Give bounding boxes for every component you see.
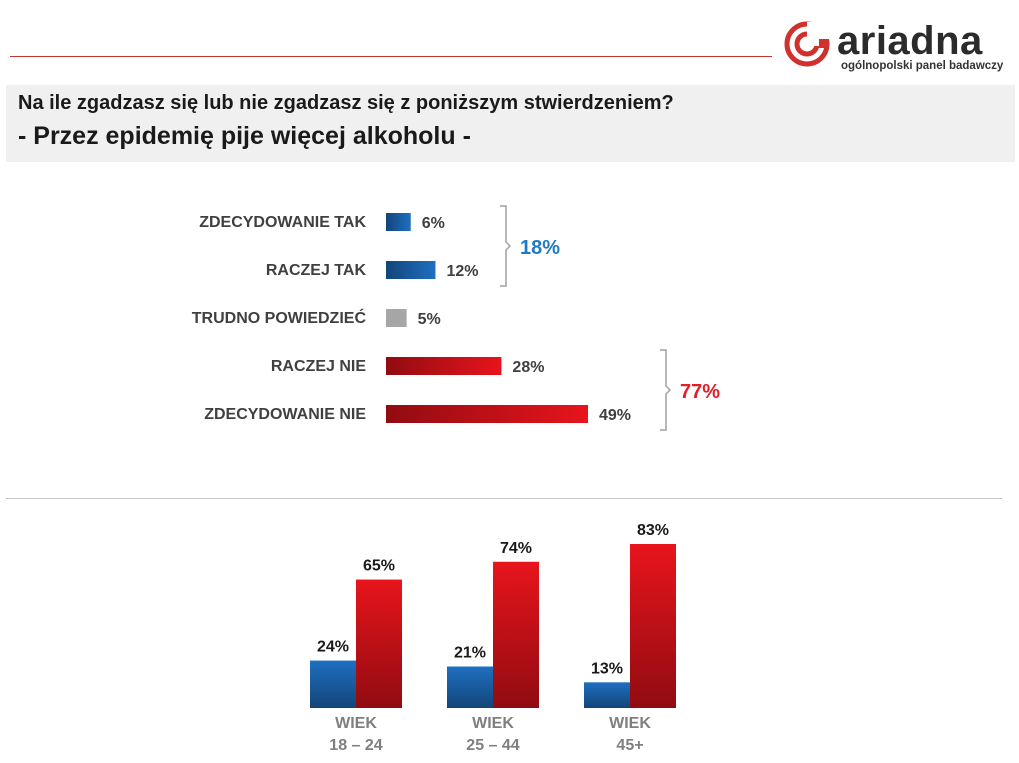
question-header: Na ile zgadzasz się lub nie zgadzasz się… (6, 85, 1015, 162)
brand-tagline: ogólnopolski panel badawczy (841, 60, 1004, 72)
brand-name: ariadna (837, 19, 983, 63)
value-label: 28% (512, 359, 544, 376)
answer-bar (386, 309, 407, 327)
value-label: 5% (418, 311, 441, 328)
ariadna-logo: ariadna ogólnopolski panel badawczy (783, 18, 1013, 80)
answers-bar-chart: ZDECYDOWANIE TAK 6% RACZEJ TAK 12% TRUDNO PO… (192, 205, 720, 431)
disagree-bar (493, 561, 539, 708)
section-divider (6, 498, 1002, 499)
age-group-label: WIEK (472, 715, 514, 732)
bar-value-label: 13% (591, 660, 623, 677)
age-group-label: 18 – 24 (329, 737, 382, 754)
agree-bar (584, 682, 630, 708)
answer-bar (386, 405, 588, 423)
value-label: 6% (422, 215, 445, 232)
category-label: ZDECYDOWANIE NIE (204, 406, 366, 423)
bar-value-label: 24% (317, 639, 349, 656)
value-label: 12% (446, 263, 478, 280)
age-group-label: 45+ (616, 737, 643, 754)
age-group-label: WIEK (335, 715, 377, 732)
answer-bar (386, 261, 436, 279)
spiral-logo-icon (784, 21, 830, 67)
age-groups-bar-chart: 24% 65% WIEK 18 – 24 21% 74% WIEK 25 – 44 13% 83%… (310, 522, 676, 754)
age-group-label: WIEK (609, 715, 651, 732)
age-group-label: 25 – 44 (466, 737, 519, 754)
bar-value-label: 65% (363, 558, 395, 575)
question-statement: - Przez epidemię pije więcej alkoholu - (18, 122, 471, 150)
group-bracket (500, 205, 512, 287)
agree-bar (447, 666, 493, 708)
group-bracket (660, 349, 672, 431)
answer-bar (386, 213, 411, 231)
category-label: RACZEJ NIE (271, 358, 366, 375)
agree-bar (310, 660, 356, 708)
category-label: RACZEJ TAK (266, 262, 367, 279)
disagree-bar (630, 544, 676, 708)
bar-value-label: 74% (500, 540, 532, 557)
category-label: TRUDNO POWIEDZIEĆ (192, 308, 367, 327)
answer-bar (386, 357, 502, 375)
disagree-bar (356, 579, 402, 708)
bar-value-label: 21% (454, 645, 486, 662)
group-total-label: 77% (680, 381, 720, 403)
top-divider (10, 56, 772, 57)
question-text: Na ile zgadzasz się lub nie zgadzasz się… (18, 92, 674, 114)
group-total-label: 18% (520, 237, 560, 259)
value-label: 49% (599, 407, 631, 424)
category-label: ZDECYDOWANIE TAK (199, 214, 366, 231)
bar-value-label: 83% (637, 522, 669, 539)
